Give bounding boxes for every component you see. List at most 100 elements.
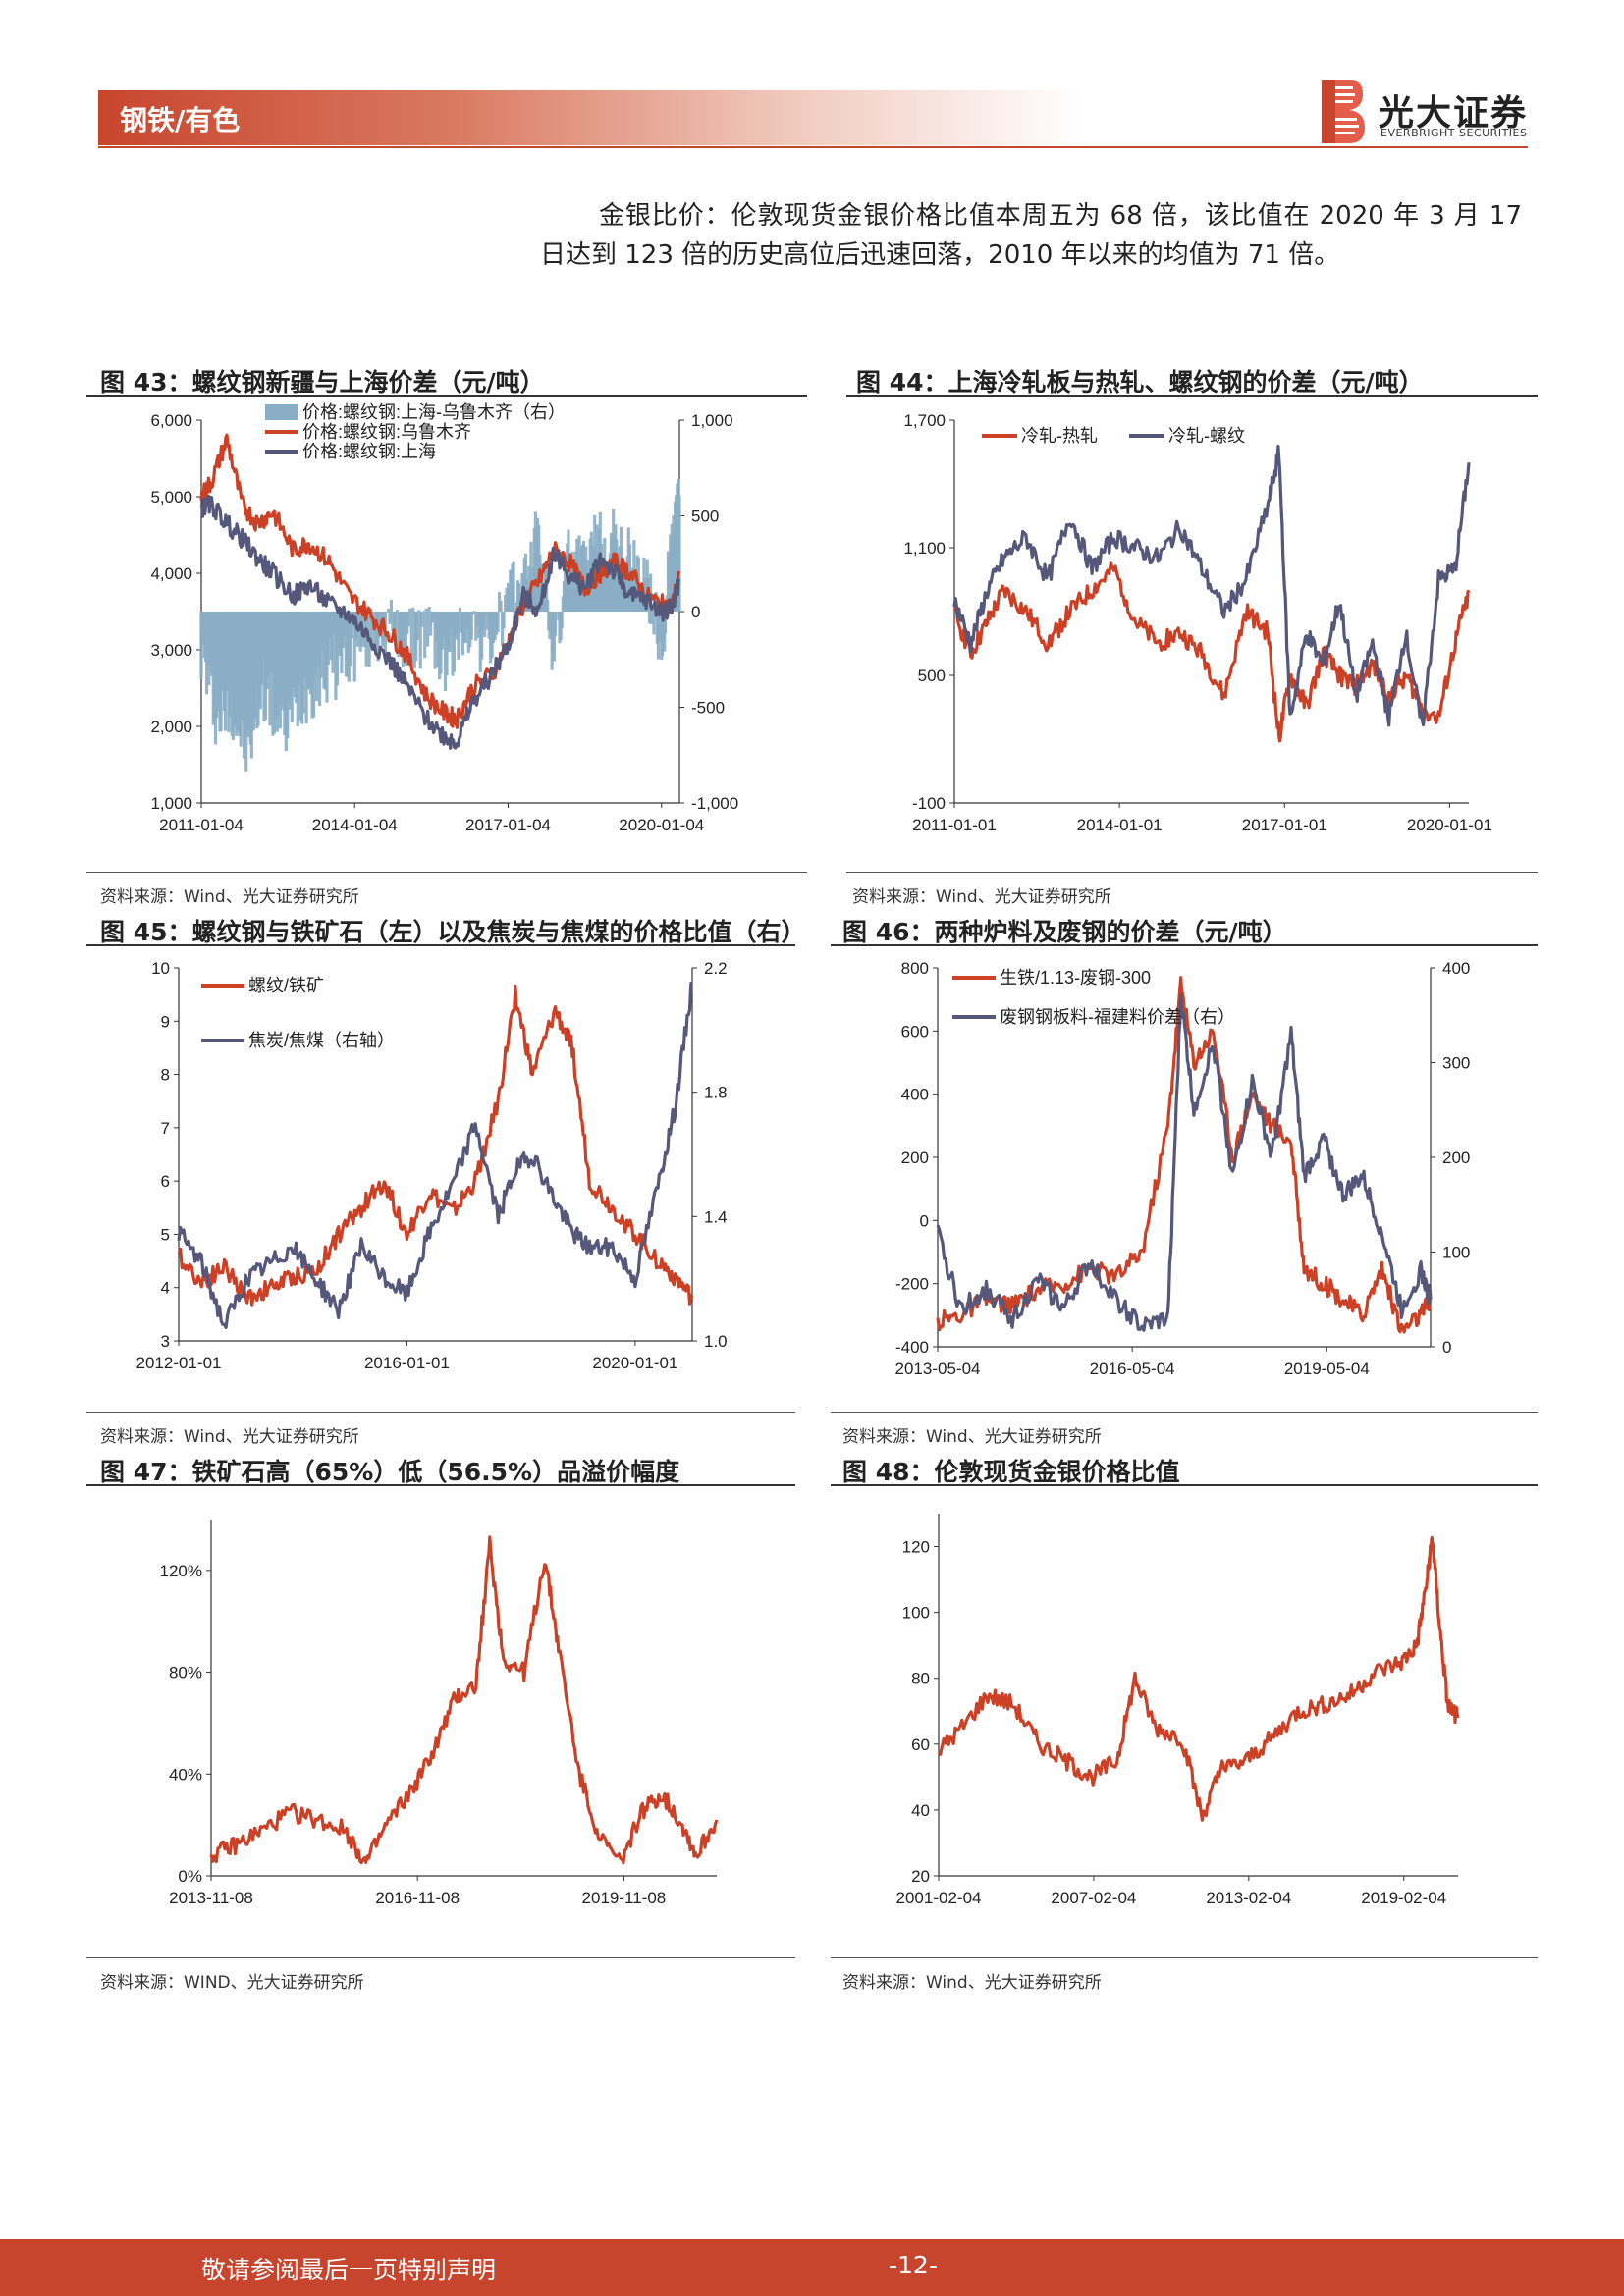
chart-2-y-tick-label: 7 xyxy=(161,1119,170,1138)
chart-0-y2-tick-label: 0 xyxy=(691,603,700,621)
chart-2-x-tick-label: 2012-01-01 xyxy=(136,1354,222,1372)
chart-4-y-tick-label: 0% xyxy=(178,1867,202,1886)
chart-2-y2-tick-label: 1.4 xyxy=(704,1207,728,1226)
chart-0-legend-label: 价格:螺纹钢:上海 xyxy=(302,442,436,461)
chart-4-y-tick-label: 80% xyxy=(169,1664,202,1682)
body-paragraph: 金银比价：伦敦现货金银价格比值本周五为 68 倍，该比值在 2020 年 3 月… xyxy=(540,201,1522,270)
chart-1-legend-label: 冷轧-螺纹 xyxy=(1168,426,1245,446)
chart-44-title: 图 44：上海冷轧板与热轧、螺纹钢的价差（元/吨） xyxy=(856,368,1424,397)
chart-46-title: 图 46：两种炉料及废钢的价差（元/吨） xyxy=(842,918,1287,946)
chart-43-title: 图 43：螺纹钢新疆与上海价差（元/吨） xyxy=(100,368,545,397)
chart-0-y2-tick-label: -500 xyxy=(691,699,725,718)
chart-0-x-tick-label: 2014-01-04 xyxy=(312,816,398,834)
chart-43-source: 资料来源：Wind、光大证券研究所 xyxy=(100,887,359,907)
chart-2-series-0-line xyxy=(178,984,694,1307)
chart-3-y-tick-label: 400 xyxy=(901,1086,929,1104)
chart-5-series-0-line xyxy=(937,1535,1460,1822)
chart-2-y2-tick-label: 1.8 xyxy=(704,1084,728,1102)
chart-2-y-tick-label: 6 xyxy=(161,1172,170,1191)
footer-disclaimer: 敬请参阅最后一页特别声明 xyxy=(201,2256,497,2284)
chart-0-x-tick-label: 2011-01-04 xyxy=(159,816,244,834)
chart-5-x-tick-label: 2007-02-04 xyxy=(1051,1889,1136,1907)
chart-0-series-1-line xyxy=(199,433,681,729)
chart-1-x-tick-label: 2011-01-01 xyxy=(912,816,997,834)
chart-3-y-tick-label: 800 xyxy=(901,959,929,978)
chart-2-y-tick-label: 3 xyxy=(161,1332,170,1351)
chart-2-y2-tick-label: 1.0 xyxy=(704,1332,728,1351)
chart-5-y-tick-label: 120 xyxy=(902,1538,930,1557)
chart-0-y-tick-label: 5,000 xyxy=(150,488,192,507)
chart-1-y-tick-label: 1,100 xyxy=(903,539,946,558)
chart-47-title: 图 47：铁矿石高（65%）低（56.5%）品溢价幅度 xyxy=(100,1458,680,1486)
footer-band xyxy=(0,2239,1624,2296)
chart-2-legend-label: 焦炭/焦煤（右轴） xyxy=(248,1031,395,1050)
chart-3-y-tick-label: -200 xyxy=(895,1275,929,1294)
chart-4-x-tick-label: 2016-11-08 xyxy=(375,1889,460,1907)
header-rule xyxy=(98,146,1528,148)
chart-5-y-tick-label: 20 xyxy=(911,1867,930,1886)
chart-45-title: 图 45：螺纹钢与铁矿石（左）以及焦炭与焦煤的价格比值（右） xyxy=(100,918,806,946)
chart-0-y-tick-label: 1,000 xyxy=(150,794,192,813)
chart-1-legend-label: 冷轧-热轧 xyxy=(1021,426,1098,446)
chart-4-x-tick-label: 2019-11-08 xyxy=(582,1889,667,1907)
chart-3-y-tick-label: -400 xyxy=(895,1338,929,1357)
chart-2-y-tick-label: 10 xyxy=(151,959,170,978)
chart-0-y2-tick-label: 500 xyxy=(691,507,719,526)
chart-46-source: 资料来源：Wind、光大证券研究所 xyxy=(842,1427,1102,1447)
chart-0-legend-swatch xyxy=(265,404,298,420)
chart-3-y-tick-label: 600 xyxy=(901,1022,929,1041)
chart-1-x-tick-label: 2014-01-01 xyxy=(1077,816,1163,834)
chart-3-y2-tick-label: 100 xyxy=(1442,1244,1470,1262)
chart-3-series-1-line xyxy=(936,993,1433,1332)
chart-1-y-tick-label: 500 xyxy=(918,667,946,685)
chart-3-legend-label: 生铁/1.13-废钢-300 xyxy=(1000,968,1151,988)
chart-47-source-rule xyxy=(86,1957,795,1958)
chart-5-y-tick-label: 100 xyxy=(902,1604,930,1623)
chart-48-title-rule xyxy=(831,1484,1538,1486)
chart-46-title-rule xyxy=(831,944,1538,946)
chart-0-legend-label: 价格:螺纹钢:乌鲁木齐 xyxy=(302,422,471,442)
chart-43-source-rule xyxy=(86,872,807,873)
chart-2-series-1-line xyxy=(177,982,693,1329)
chart-2-y2-tick-label: 2.2 xyxy=(704,959,728,978)
chart-0-y-tick-label: 4,000 xyxy=(150,564,192,583)
chart-3-y2-tick-label: 0 xyxy=(1442,1338,1451,1357)
chart-2-y-tick-label: 8 xyxy=(161,1066,170,1085)
chart-5-y-tick-label: 60 xyxy=(911,1735,930,1754)
chart-45-title-rule xyxy=(86,944,795,946)
chart-43-title-rule xyxy=(86,395,807,397)
chart-48-source-rule xyxy=(831,1957,1538,1958)
chart-3-series-0-line xyxy=(936,976,1433,1334)
chart-2-x-tick-label: 2020-01-01 xyxy=(592,1354,677,1372)
chart-1-x-tick-label: 2017-01-01 xyxy=(1242,816,1327,834)
chart-3-x-tick-label: 2019-05-04 xyxy=(1284,1360,1370,1378)
chart-48-title: 图 48：伦敦现货金银价格比值 xyxy=(842,1458,1180,1486)
chart-45-source-rule xyxy=(86,1412,795,1413)
chart-4-y-tick-label: 40% xyxy=(169,1765,202,1784)
chart-4-series-0-line xyxy=(209,1535,719,1865)
chart-4-x-tick-label: 2013-11-08 xyxy=(169,1889,253,1907)
logo-text-en: EVERBRIGHT SECURITIES xyxy=(1380,127,1528,139)
chart-2-y-tick-label: 9 xyxy=(161,1012,170,1031)
chart-0-y2-tick-label: 1,000 xyxy=(691,411,733,430)
chart-3-y-tick-label: 200 xyxy=(901,1148,929,1167)
chart-0-y-tick-label: 2,000 xyxy=(150,718,192,736)
chart-3-y2-tick-label: 400 xyxy=(1442,959,1470,978)
chart-0-series-2-line xyxy=(199,494,681,750)
chart-47-title-rule xyxy=(86,1484,795,1486)
chart-2-y-tick-label: 5 xyxy=(161,1225,170,1244)
chart-45-source: 资料来源：Wind、光大证券研究所 xyxy=(100,1427,359,1447)
chart-5-y-tick-label: 80 xyxy=(911,1670,930,1688)
chart-1-y-tick-label: 1,700 xyxy=(903,411,946,430)
chart-47-source: 资料来源：WIND、光大证券研究所 xyxy=(100,1973,364,1993)
chart-3-x-tick-label: 2016-05-04 xyxy=(1090,1360,1175,1378)
chart-1-series-0-line xyxy=(952,561,1471,743)
chart-5-y-tick-label: 40 xyxy=(911,1801,930,1820)
chart-5-x-tick-label: 2013-02-04 xyxy=(1206,1889,1291,1907)
chart-5-x-tick-label: 2019-02-04 xyxy=(1361,1889,1446,1907)
header-band xyxy=(98,90,1080,145)
chart-44-title-rule xyxy=(846,395,1538,397)
chart-44-source-rule xyxy=(846,872,1538,873)
chart-0-y-tick-label: 3,000 xyxy=(150,641,192,660)
